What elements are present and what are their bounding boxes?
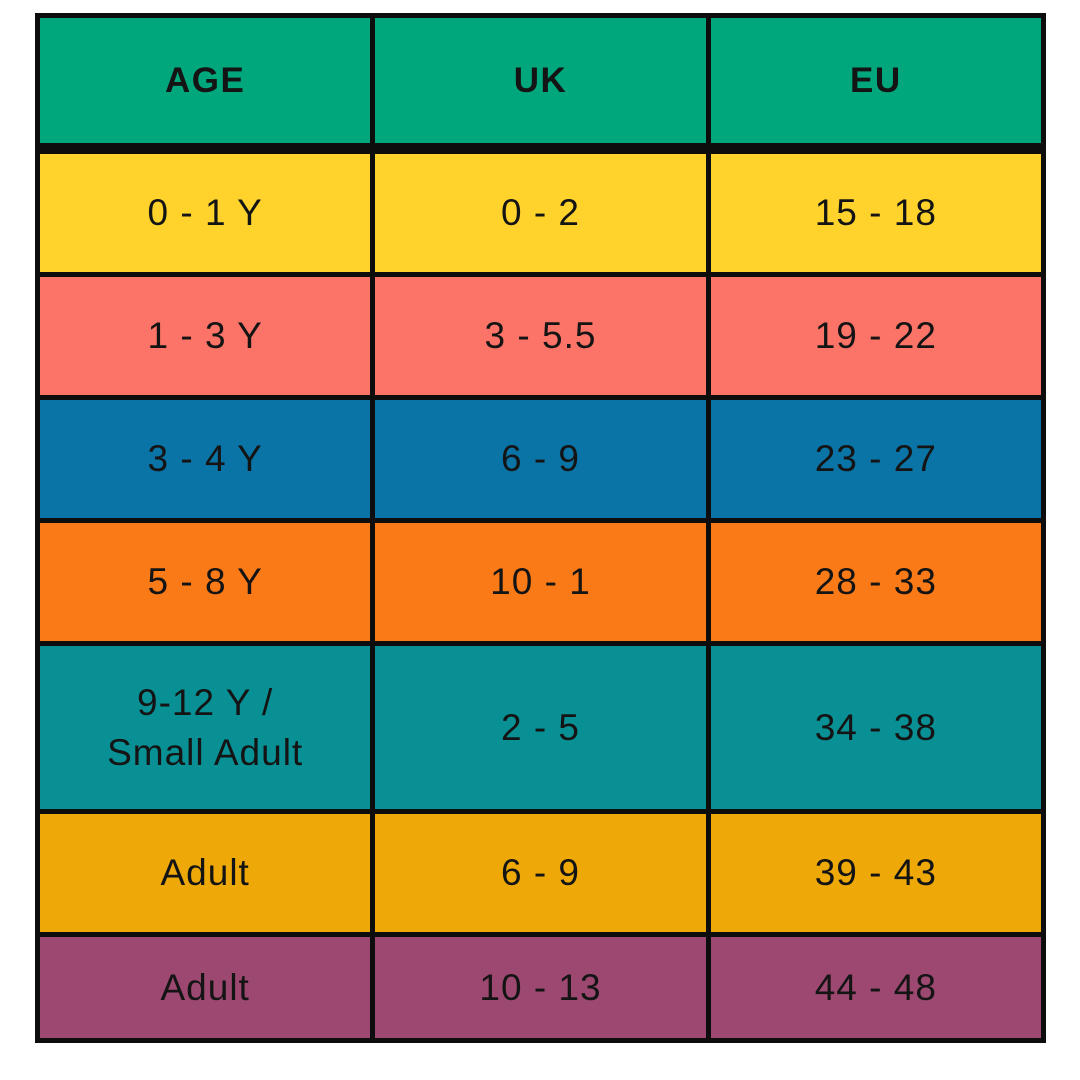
uk-cell: 6 - 9 (370, 395, 711, 523)
uk-cell: 0 - 2 (370, 146, 711, 277)
age-cell: Adult (34, 809, 376, 937)
uk-cell: 3 - 5.5 (370, 272, 711, 400)
table-row: 5 - 8 Y 10 - 1 28 - 33 (34, 518, 1047, 646)
eu-cell: 34 - 38 (705, 641, 1047, 814)
uk-cell: 2 - 5 (370, 641, 711, 814)
table-row: 0 - 1 Y 0 - 2 15 - 18 (34, 146, 1047, 277)
age-cell: 5 - 8 Y (34, 518, 376, 646)
table-row: 1 - 3 Y 3 - 5.5 19 - 22 (34, 272, 1047, 400)
age-cell: 3 - 4 Y (34, 395, 376, 523)
table-row: 9-12 Y / Small Adult 2 - 5 34 - 38 (34, 641, 1047, 814)
eu-cell: 28 - 33 (705, 518, 1047, 646)
eu-cell: 39 - 43 (705, 809, 1047, 937)
age-cell: 9-12 Y / Small Adult (34, 641, 376, 814)
eu-cell: 23 - 27 (705, 395, 1047, 523)
header-uk: UK (370, 13, 711, 154)
header-age: AGE (34, 13, 376, 154)
age-cell: 1 - 3 Y (34, 272, 376, 400)
size-chart-table: AGE UK EU 0 - 1 Y 0 - 2 15 - 18 1 - 3 Y … (34, 13, 1047, 1043)
uk-cell: 6 - 9 (370, 809, 711, 937)
table-row: Adult 10 - 13 44 - 48 (34, 932, 1047, 1043)
header-row: AGE UK EU (34, 13, 1047, 154)
table-row: Adult 6 - 9 39 - 43 (34, 809, 1047, 937)
eu-cell: 19 - 22 (705, 272, 1047, 400)
uk-cell: 10 - 13 (370, 932, 711, 1043)
age-cell: 0 - 1 Y (34, 146, 376, 277)
age-cell: Adult (34, 932, 376, 1043)
table-row: 3 - 4 Y 6 - 9 23 - 27 (34, 395, 1047, 523)
uk-cell: 10 - 1 (370, 518, 711, 646)
header-eu: EU (705, 13, 1047, 154)
eu-cell: 44 - 48 (705, 932, 1047, 1043)
eu-cell: 15 - 18 (705, 146, 1047, 277)
